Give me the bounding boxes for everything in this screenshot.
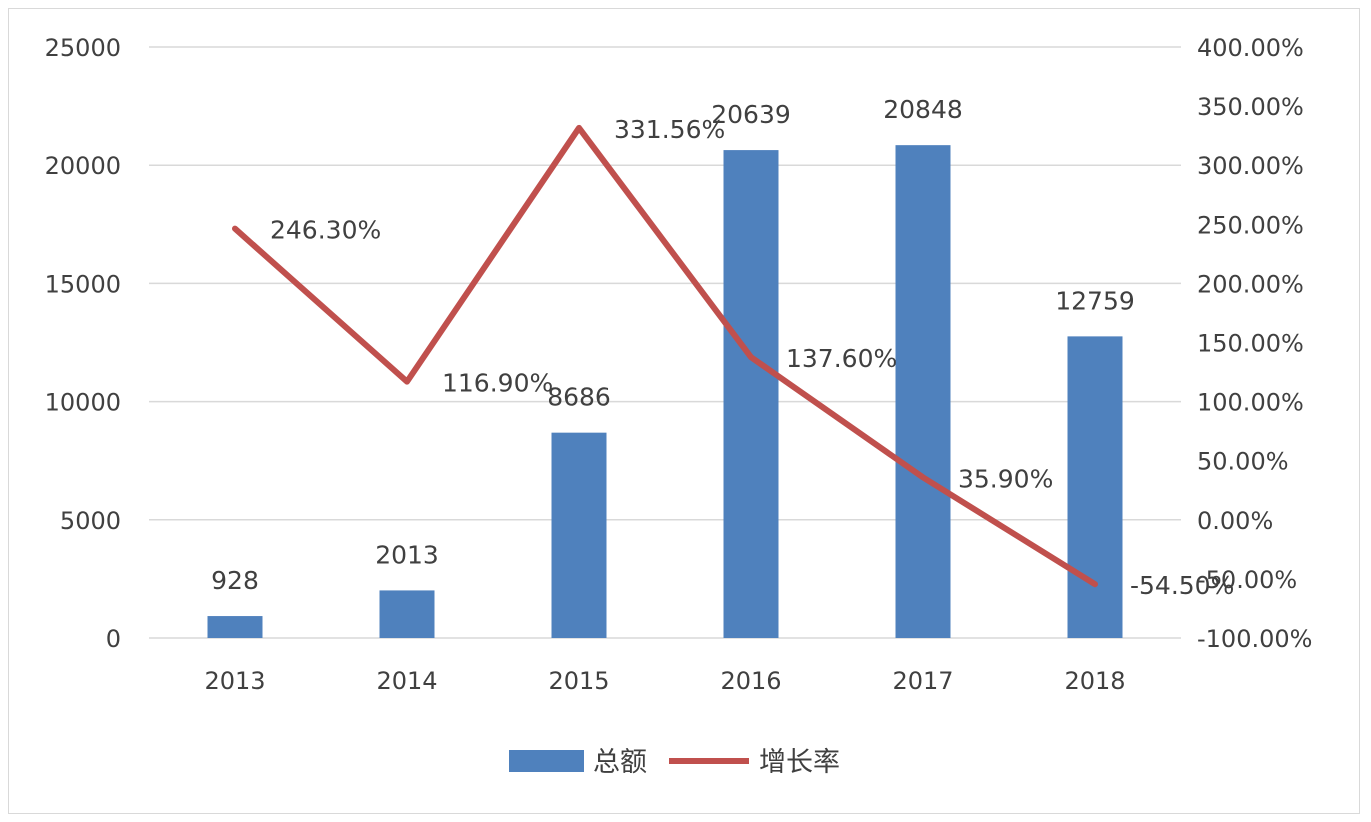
legend-swatch-bar — [509, 750, 584, 772]
x-axis-tick-label: 2015 — [548, 667, 609, 695]
right-axis-tick-label: 400.00% — [1197, 34, 1304, 62]
legend-label-line: 增长率 — [759, 747, 840, 778]
bar — [1067, 336, 1123, 638]
left-axis-tick-label: 15000 — [45, 270, 121, 298]
x-axis-ticks: 2013 2014 2015 2016 2017 2018 — [204, 667, 1125, 695]
bar — [723, 150, 779, 638]
right-axis-tick-label: -100.00% — [1197, 625, 1312, 653]
growth-rate-line — [232, 124, 1098, 588]
left-axis-tick-label: 0 — [106, 625, 121, 653]
x-axis-tick-label: 2013 — [204, 667, 265, 695]
line-series — [232, 124, 1098, 588]
right-axis-tick-label: 50.00% — [1197, 448, 1289, 476]
right-axis-tick-label: 0.00% — [1197, 507, 1273, 535]
line-data-label: 35.90% — [958, 464, 1053, 493]
right-axis-tick-label: 350.00% — [1197, 93, 1304, 121]
right-axis-tick-label: 300.00% — [1197, 152, 1304, 180]
right-axis-ticks: -100.00% -50.00% 0.00% 50.00% 100.00% 150.00%… — [1197, 34, 1312, 653]
x-axis-tick-label: 2018 — [1064, 667, 1125, 695]
bar — [379, 590, 435, 638]
right-axis-tick-label: 250.00% — [1197, 211, 1304, 239]
right-axis-tick-label: 150.00% — [1197, 330, 1304, 358]
line-data-label: 246.30% — [270, 216, 381, 245]
x-axis-tick-label: 2016 — [720, 667, 781, 695]
bar-data-label: 20848 — [883, 95, 963, 124]
bar-data-labels: 928 2013 8686 20639 20848 12759 — [211, 95, 1135, 595]
chart-frame: 0 5000 10000 15000 20000 25000 -100.00% -50.00… — [8, 8, 1360, 814]
bar — [551, 432, 607, 638]
line-data-label: 331.56% — [614, 115, 725, 144]
right-axis-tick-label: -50.00% — [1197, 566, 1297, 594]
line-data-label: 116.90% — [442, 369, 553, 398]
combo-chart: 0 5000 10000 15000 20000 25000 -100.00% -50.00… — [45, 34, 1313, 778]
gridlines — [149, 46, 1181, 639]
legend-label-bar: 总额 — [593, 747, 647, 778]
bar-data-label: 2013 — [375, 540, 439, 569]
bar-data-label: 20639 — [711, 100, 791, 129]
legend: 总额 增长率 — [509, 747, 840, 778]
bar-data-label: 928 — [211, 566, 259, 595]
right-axis-tick-label: 200.00% — [1197, 270, 1304, 298]
bar — [895, 145, 951, 639]
x-axis-tick-label: 2014 — [376, 667, 437, 695]
left-axis-tick-label: 10000 — [45, 389, 121, 417]
x-axis-tick-label: 2017 — [892, 667, 953, 695]
line-data-labels: 246.30% 116.90% 331.56% 137.60% 35.90% -54.50… — [270, 115, 1234, 600]
right-axis-tick-label: 100.00% — [1197, 389, 1304, 417]
left-axis-tick-label: 25000 — [45, 34, 121, 62]
left-axis-tick-label: 20000 — [45, 152, 121, 180]
left-axis-tick-label: 5000 — [60, 507, 121, 535]
bar — [207, 616, 263, 638]
bar-series — [207, 145, 1123, 639]
bar-data-label: 8686 — [547, 383, 611, 412]
line-data-label: 137.60% — [786, 344, 897, 373]
line-data-label: -54.50% — [1130, 571, 1234, 600]
left-axis-ticks: 0 5000 10000 15000 20000 25000 — [45, 34, 121, 653]
bar-data-label: 12759 — [1055, 286, 1135, 315]
